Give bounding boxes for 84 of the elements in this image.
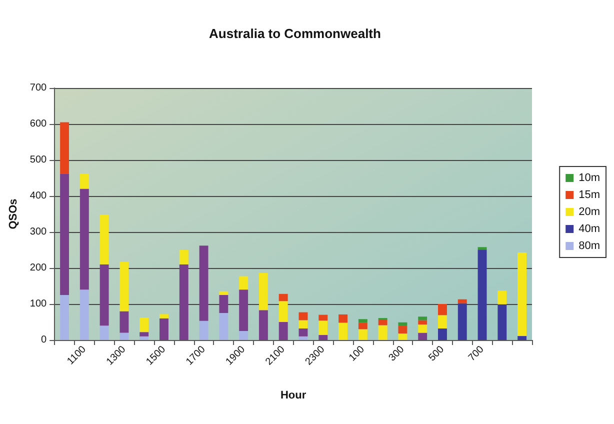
- bar: [278, 294, 288, 302]
- bar: [120, 262, 129, 312]
- x-tick-label: 500: [426, 344, 447, 364]
- y-tick-label: 600: [30, 118, 48, 130]
- y-tick-label: 500: [30, 154, 48, 166]
- bar: [438, 304, 447, 316]
- legend-label: 80m: [578, 240, 600, 252]
- bar: [199, 246, 208, 321]
- bar: [239, 290, 248, 331]
- bar: [120, 311, 129, 333]
- bar: [100, 264, 109, 326]
- bar: [398, 334, 408, 340]
- bar: [418, 320, 428, 325]
- y-tick-label: 100: [30, 298, 48, 310]
- bar: [478, 247, 487, 250]
- bar: [498, 290, 507, 304]
- bar: [438, 315, 447, 328]
- bar: [318, 320, 328, 335]
- bar: [378, 325, 388, 340]
- y-tick-label: 700: [30, 82, 48, 94]
- bar: [80, 174, 89, 189]
- bar: [458, 303, 467, 340]
- bar: [298, 328, 308, 336]
- bar: [60, 295, 70, 340]
- bar: [258, 273, 268, 310]
- bar: [418, 332, 428, 340]
- bar: [498, 304, 507, 340]
- bar: [140, 336, 149, 340]
- bar: [358, 322, 368, 330]
- legend-label: 40m: [578, 223, 600, 235]
- bar: [219, 313, 228, 340]
- y-tick-label: 300: [30, 226, 48, 238]
- bar: [298, 320, 308, 328]
- bar: [60, 122, 70, 174]
- bar: [80, 290, 89, 340]
- bar: [140, 332, 149, 336]
- bar: [478, 250, 487, 340]
- bar: [80, 188, 89, 290]
- bar: [100, 214, 109, 264]
- bar: [358, 329, 368, 340]
- bar: [160, 314, 168, 318]
- bar: [378, 319, 388, 326]
- bar: [160, 318, 168, 340]
- bar: [298, 336, 308, 340]
- x-tick-label: 700: [466, 344, 486, 364]
- bar: [458, 299, 467, 304]
- bar: [100, 326, 109, 340]
- bar: [179, 250, 188, 264]
- y-axis-title: QSOs: [8, 198, 20, 230]
- bar: [140, 318, 149, 332]
- y-tick-label: 200: [30, 262, 48, 274]
- bar: [239, 331, 248, 340]
- chart-title: Australia to Commonwealth: [209, 26, 382, 41]
- bar: [518, 336, 527, 340]
- bar: [120, 332, 129, 340]
- bar: [60, 174, 70, 295]
- y-tick-label: 0: [41, 334, 48, 346]
- bar: [318, 314, 328, 321]
- x-tick-label: 100: [347, 344, 368, 364]
- bar: [278, 322, 288, 340]
- bar: [418, 324, 428, 333]
- bar: [338, 322, 348, 340]
- bar: [338, 314, 348, 323]
- legend-label: 10m: [578, 172, 600, 184]
- bar: [179, 264, 188, 340]
- bar: [258, 310, 268, 340]
- bar: [438, 328, 447, 340]
- x-tick-label: 300: [387, 344, 407, 364]
- bar: [518, 252, 527, 336]
- bar: [398, 322, 408, 326]
- bar: [278, 301, 288, 322]
- legend-label: 15m: [578, 189, 600, 201]
- bar: [199, 320, 208, 340]
- y-tick-label: 400: [30, 190, 48, 202]
- bar: [219, 291, 228, 295]
- bar: [358, 319, 368, 323]
- bar: [318, 334, 328, 340]
- legend-label: 20m: [578, 206, 600, 218]
- bar: [418, 316, 428, 320]
- bar: [239, 276, 248, 290]
- bar: [398, 326, 408, 334]
- x-axis-title: Hour: [280, 390, 307, 402]
- bar: [219, 295, 228, 313]
- bar: [298, 312, 308, 320]
